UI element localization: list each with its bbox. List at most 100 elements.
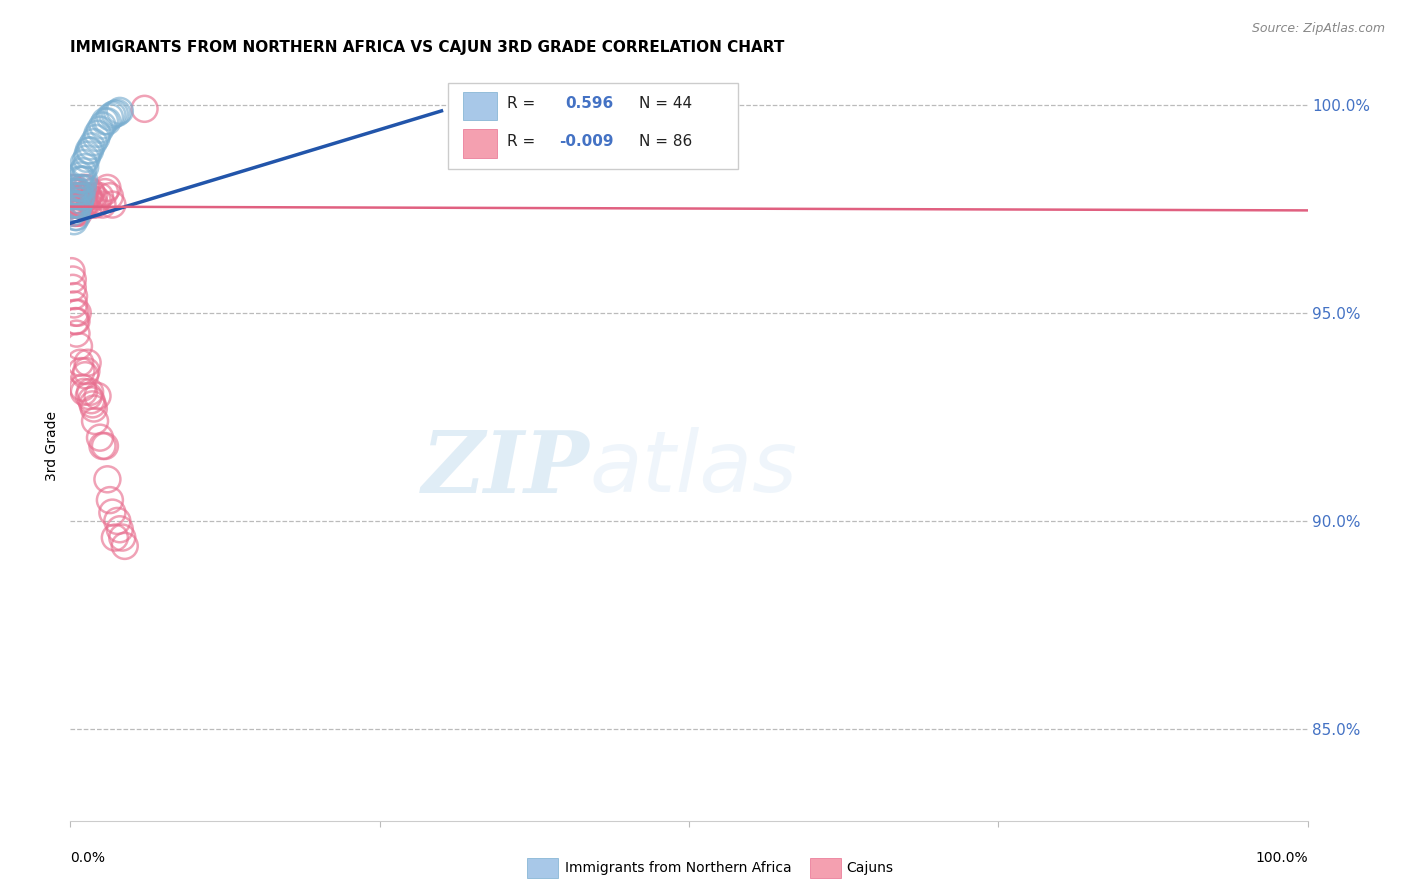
Point — [101, 506, 124, 520]
Text: 0.596: 0.596 — [565, 96, 613, 112]
Point — [65, 197, 87, 211]
Point — [65, 206, 87, 220]
Point — [65, 314, 87, 328]
Point — [80, 185, 103, 199]
Point — [65, 197, 87, 211]
Point — [79, 194, 101, 208]
Point — [70, 189, 93, 203]
Point — [72, 164, 94, 178]
Point — [69, 169, 91, 183]
Point — [98, 189, 121, 203]
Point — [65, 197, 87, 211]
Y-axis label: 3rd Grade: 3rd Grade — [45, 411, 59, 481]
Point — [80, 139, 103, 153]
Point — [75, 181, 97, 195]
Point — [86, 194, 108, 208]
Point — [98, 110, 121, 124]
FancyBboxPatch shape — [463, 129, 498, 158]
Point — [82, 397, 104, 411]
Point — [96, 181, 118, 195]
Point — [65, 306, 87, 320]
Point — [73, 172, 96, 186]
Point — [63, 181, 86, 195]
Text: -0.009: -0.009 — [560, 134, 613, 149]
Text: Source: ZipAtlas.com: Source: ZipAtlas.com — [1251, 22, 1385, 36]
Point — [65, 181, 87, 195]
Point — [62, 281, 84, 295]
Point — [77, 189, 100, 203]
Point — [65, 194, 87, 208]
Point — [83, 401, 105, 416]
Point — [65, 210, 87, 224]
Point — [65, 185, 87, 199]
Point — [76, 147, 98, 161]
Point — [62, 189, 84, 203]
Point — [66, 202, 89, 216]
Point — [62, 202, 84, 216]
Point — [70, 364, 93, 378]
Point — [91, 439, 114, 453]
Point — [79, 384, 101, 399]
Point — [65, 194, 87, 208]
Point — [69, 181, 91, 195]
Text: 100.0%: 100.0% — [1256, 851, 1308, 864]
Point — [86, 127, 108, 141]
Point — [91, 119, 114, 133]
Point — [104, 107, 127, 121]
Point — [62, 197, 84, 211]
Point — [108, 103, 131, 118]
Point — [65, 185, 87, 199]
Point — [62, 189, 84, 203]
Point — [101, 197, 124, 211]
FancyBboxPatch shape — [463, 92, 498, 120]
Text: R =: R = — [508, 134, 536, 149]
Point — [63, 214, 86, 228]
Point — [72, 381, 94, 395]
Point — [65, 210, 87, 224]
Point — [60, 181, 83, 195]
Point — [98, 493, 121, 508]
Text: atlas: atlas — [591, 427, 799, 510]
Point — [70, 172, 93, 186]
Point — [134, 102, 156, 116]
Point — [67, 189, 90, 203]
Point — [73, 384, 96, 399]
Point — [111, 531, 134, 545]
Point — [66, 197, 89, 211]
Point — [62, 185, 84, 199]
Point — [73, 156, 96, 170]
Point — [105, 106, 128, 120]
Point — [69, 189, 91, 203]
Point — [75, 364, 97, 378]
Point — [67, 172, 90, 186]
Point — [94, 439, 117, 453]
Point — [94, 185, 117, 199]
Text: Cajuns: Cajuns — [846, 861, 893, 875]
Point — [66, 202, 89, 216]
Point — [63, 185, 86, 199]
Point — [60, 264, 83, 278]
Point — [80, 393, 103, 408]
Point — [70, 197, 93, 211]
Point — [60, 197, 83, 211]
Point — [76, 189, 98, 203]
Point — [67, 197, 90, 211]
Point — [62, 197, 84, 211]
Point — [75, 189, 97, 203]
Point — [79, 144, 101, 158]
Point — [84, 414, 107, 428]
Point — [62, 272, 84, 286]
Point — [84, 131, 107, 145]
Point — [101, 108, 124, 122]
Point — [75, 152, 97, 166]
Point — [65, 326, 87, 341]
Point — [63, 202, 86, 216]
Point — [67, 339, 90, 353]
Point — [89, 431, 111, 445]
Point — [65, 206, 87, 220]
Point — [76, 356, 98, 370]
Point — [63, 185, 86, 199]
Point — [105, 514, 128, 528]
Point — [75, 197, 97, 211]
Point — [108, 522, 131, 536]
